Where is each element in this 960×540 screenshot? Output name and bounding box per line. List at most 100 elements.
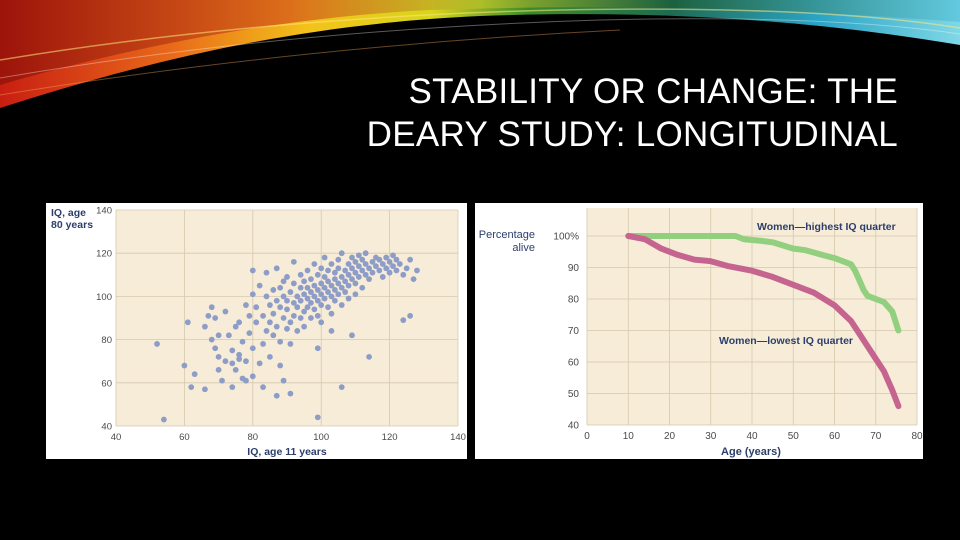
scatter-point	[301, 323, 307, 330]
scatter-point	[400, 271, 407, 278]
scatter-point	[352, 269, 359, 276]
scatter-point	[273, 323, 280, 330]
scatter-point	[181, 362, 188, 369]
scatter-point	[342, 289, 349, 295]
scatter-point	[318, 291, 325, 298]
scatter-point	[297, 315, 304, 321]
scatter-y-tick-label: 80	[101, 335, 112, 346]
scatter-plot-area	[116, 210, 458, 426]
scatter-point	[328, 310, 335, 317]
scatter-tick-labels: 40 60 80 100 120 140 40 60 80 100 120 140	[96, 206, 466, 444]
scatter-point	[284, 325, 290, 332]
scatter-y-label-line-1: IQ, age	[51, 207, 86, 219]
survival-x-tick-label: 60	[829, 431, 841, 442]
scatter-point	[253, 304, 260, 311]
scatter-point	[243, 358, 249, 365]
scatter-grid	[115, 209, 459, 427]
scatter-point	[160, 416, 167, 423]
scatter-point	[328, 261, 335, 267]
scatter-point	[225, 332, 232, 339]
scatter-point	[270, 310, 277, 317]
scatter-point	[362, 271, 369, 278]
scatter-point	[277, 284, 284, 291]
scatter-point	[253, 319, 260, 326]
scatter-point	[359, 267, 366, 274]
scatter-point	[229, 347, 236, 354]
scatter-point	[260, 341, 266, 347]
scatter-point	[154, 341, 160, 347]
scatter-point	[318, 319, 325, 326]
scatter-points	[154, 250, 420, 423]
series-label-lowest-iq: Women—lowest IQ quarter	[719, 335, 853, 347]
scatter-point	[284, 306, 290, 313]
scatter-point	[239, 338, 246, 345]
scatter-point	[386, 269, 393, 276]
scatter-point	[308, 289, 314, 295]
scatter-point	[219, 377, 225, 384]
scatter-point	[284, 274, 290, 280]
scatter-point	[287, 390, 294, 397]
scatter-point	[294, 293, 301, 300]
scatter-y-label-line-2: 80 years	[51, 219, 93, 231]
scatter-point	[314, 414, 321, 421]
scatter-x-tick-label: 140	[450, 432, 466, 443]
scatter-point	[355, 274, 362, 280]
scatter-point	[263, 293, 270, 300]
scatter-point	[376, 267, 383, 274]
scatter-y-tick-label: 100	[96, 292, 112, 303]
scatter-point	[229, 384, 236, 391]
scatter-point	[396, 261, 403, 267]
scatter-point	[328, 328, 335, 334]
slide-title-line-1: STABILITY OR CHANGE: THE	[408, 72, 898, 111]
scatter-point	[373, 263, 379, 270]
scatter-point	[407, 312, 414, 319]
survival-x-tick-label: 80	[911, 431, 923, 442]
scatter-point	[215, 353, 222, 360]
scatter-point	[246, 330, 253, 337]
scatter-point	[294, 304, 301, 311]
scatter-x-tick-label: 80	[248, 432, 259, 443]
scatter-point	[349, 276, 355, 283]
scatter-point	[328, 293, 335, 300]
survival-y-tick-label: 50	[568, 389, 580, 400]
scatter-point	[325, 304, 331, 311]
scatter-point	[352, 291, 359, 298]
scatter-point	[318, 302, 325, 308]
scatter-point	[304, 267, 311, 274]
scatter-point	[331, 269, 338, 276]
scatter-point	[184, 319, 191, 326]
scatter-point	[390, 263, 396, 270]
survival-x-tick-label: 40	[746, 431, 758, 442]
scatter-point	[297, 271, 304, 278]
survival-x-tick-label: 10	[623, 431, 635, 442]
scatter-point	[345, 282, 352, 289]
scatter-point	[369, 269, 376, 276]
scatter-x-tick-label: 120	[382, 432, 398, 443]
scatter-point	[215, 332, 222, 339]
scatter-point	[188, 384, 195, 391]
scatter-point	[355, 252, 362, 259]
scatter-point	[400, 317, 407, 324]
scatter-point	[297, 297, 304, 304]
scatter-point	[260, 384, 266, 391]
slide-title-line-2: DEARY STUDY: LONGITUDINAL	[366, 115, 898, 154]
scatter-point	[308, 276, 314, 283]
scatter-point	[280, 293, 287, 300]
scatter-point	[321, 295, 328, 302]
scatter-point	[390, 252, 396, 259]
scatter-point	[236, 351, 243, 358]
scatter-point	[263, 328, 270, 334]
scatter-point	[208, 336, 215, 343]
scatter-point	[379, 274, 386, 280]
survival-y-label-line-2: alive	[512, 242, 535, 254]
scatter-point	[331, 276, 338, 283]
series-label-highest-iq: Women—highest IQ quarter	[757, 221, 896, 233]
scatter-point	[277, 304, 284, 311]
scatter-point	[243, 302, 249, 308]
scatter-point	[311, 282, 318, 289]
scatter-point	[410, 276, 417, 283]
scatter-point	[335, 265, 342, 272]
scatter-point	[325, 267, 331, 274]
scatter-point	[366, 276, 372, 283]
scatter-point	[331, 297, 338, 304]
